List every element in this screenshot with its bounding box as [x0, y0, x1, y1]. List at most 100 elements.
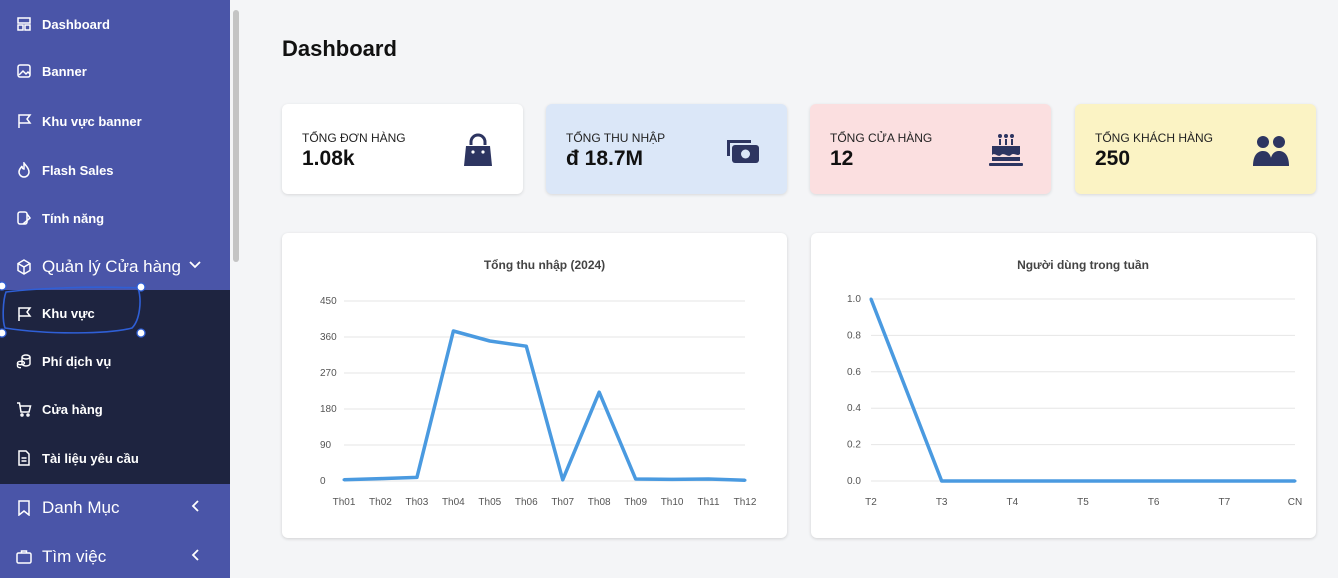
sidebar-item-banner-area[interactable]: Khu vực banner [0, 97, 230, 145]
data-point [597, 390, 601, 394]
sidebar-item-flash-sales[interactable]: Flash Sales [0, 146, 230, 194]
data-point [524, 344, 528, 348]
y-tick-label: 90 [320, 440, 332, 451]
sidebar-item-area[interactable]: Khu vực [0, 290, 230, 338]
y-tick-label: 0 [320, 476, 326, 487]
x-tick-label: Th10 [661, 497, 684, 508]
annotation-scribble [0, 281, 146, 338]
chevron-left-icon [190, 499, 202, 517]
data-point [743, 478, 747, 482]
data-point [634, 477, 638, 481]
sidebar-item-label: Phí dịch vụ [42, 354, 112, 369]
data-point [940, 479, 944, 483]
x-tick-label: T3 [936, 497, 948, 508]
data-point [342, 478, 346, 482]
data-point [1081, 479, 1085, 483]
sidebar-item-label: Khu vực [42, 306, 95, 321]
sidebar-scrollbar-thumb[interactable] [233, 10, 239, 262]
feature-icon [16, 210, 32, 226]
money-icon [723, 132, 761, 168]
sidebar-item-label: Tài liệu yêu cầu [42, 451, 139, 466]
y-tick-label: 0.8 [847, 330, 861, 341]
x-tick-label: Th04 [442, 497, 465, 508]
chevron-down-icon [188, 257, 202, 275]
document-icon [16, 450, 32, 466]
sidebar-item-required-documents[interactable]: Tài liệu yêu cầu [0, 434, 230, 482]
x-tick-label: Th03 [406, 497, 429, 508]
x-tick-label: CN [1288, 497, 1302, 508]
flag-icon [16, 306, 32, 322]
y-tick-label: 0.2 [847, 440, 861, 451]
weekly-users-chart: Người dùng trong tuần 0.0 0.2 0.4 0.6 0.8 1.0 T… [847, 258, 1302, 508]
sidebar-item-label: Dashboard [42, 17, 110, 32]
sidebar-item-label: Danh Mục [42, 498, 120, 517]
income-chart: Tổng thu nhập (2024) 0 90 180 270 360 450 Th01 T… [320, 258, 757, 508]
sidebar-item-label: Banner [42, 64, 87, 79]
data-point [415, 475, 419, 479]
sidebar-item-features[interactable]: Tính năng [0, 194, 230, 242]
weekly-users-chart-card: Người dùng trong tuần 0.0 0.2 0.4 0.6 0.8 1.0 T… [811, 233, 1316, 538]
stat-label: TỔNG THU NHẬP [566, 131, 666, 145]
data-point [378, 477, 382, 481]
sidebar-item-banner[interactable]: Banner [0, 47, 230, 95]
sidebar-item-label: Flash Sales [42, 163, 114, 178]
x-tick-label: Th09 [624, 497, 647, 508]
stat-card-stores: TỔNG CỬA HÀNG 12 [810, 104, 1051, 194]
x-tick-label: T6 [1148, 497, 1160, 508]
stat-value: đ 18.7M [566, 147, 644, 170]
stat-card-orders: TỔNG ĐƠN HÀNG 1.08k [282, 104, 523, 194]
chart-title: Tổng thu nhập (2024) [484, 258, 605, 272]
users-icon [1252, 132, 1290, 168]
page-title: Dashboard [282, 36, 397, 61]
briefcase-icon [16, 549, 32, 565]
layout-icon [16, 16, 32, 32]
x-tick-label: T5 [1077, 497, 1089, 508]
data-point [869, 297, 873, 301]
x-tick-label: Th11 [698, 497, 720, 508]
stat-label: TỔNG CỬA HÀNG [830, 131, 933, 145]
x-tick-label: Th12 [734, 497, 757, 508]
y-tick-label: 0.0 [847, 476, 861, 487]
x-tick-label: Th02 [369, 497, 392, 508]
box-icon [16, 259, 32, 275]
y-tick-label: 0.6 [847, 367, 861, 378]
data-point [1152, 479, 1156, 483]
x-tick-label: Th01 [333, 497, 356, 508]
data-point [451, 329, 455, 333]
sidebar-item-store[interactable]: Cửa hàng [0, 385, 230, 433]
x-tick-label: Th05 [478, 497, 501, 508]
chart-title: Người dùng trong tuần [1017, 258, 1149, 272]
data-point [488, 339, 492, 343]
income-chart-card: Tổng thu nhập (2024) 0 90 180 270 360 450 Th01 T… [282, 233, 787, 538]
stat-label: TỔNG KHÁCH HÀNG [1095, 131, 1214, 145]
stat-label: TỔNG ĐƠN HÀNG [302, 131, 406, 145]
sidebar-item-label: Quản lý Cửa hàng [42, 257, 181, 276]
cake-icon [987, 132, 1025, 168]
data-point [1010, 479, 1014, 483]
sidebar-item-dashboard[interactable]: Dashboard [0, 0, 230, 48]
stat-value: 12 [830, 147, 854, 170]
stat-value: 250 [1095, 147, 1131, 170]
y-tick-label: 0.4 [847, 403, 861, 414]
sidebar-item-store-management[interactable]: Quản lý Cửa hàng [0, 243, 230, 291]
x-tick-label: Th06 [515, 497, 538, 508]
x-tick-label: T7 [1218, 497, 1230, 508]
data-point [561, 478, 565, 482]
sidebar-item-label: Tính năng [42, 211, 105, 226]
data-point [1222, 479, 1226, 483]
sidebar-item-categories[interactable]: Danh Mục [0, 484, 230, 532]
sidebar-item-label: Khu vực banner [42, 114, 142, 129]
stat-value: 1.08k [302, 147, 355, 170]
users-series-line [869, 298, 1295, 483]
data-point [707, 477, 711, 481]
y-tick-label: 1.0 [847, 294, 861, 305]
submenu-panel [0, 290, 230, 484]
sidebar-item-service-fee[interactable]: Phí dịch vụ [0, 337, 230, 385]
y-tick-label: 360 [320, 332, 337, 343]
coins-icon [16, 353, 32, 369]
stat-card-customers: TỔNG KHÁCH HÀNG 250 [1075, 104, 1316, 194]
sidebar-item-job-search[interactable]: Tìm việc [0, 533, 230, 578]
bookmark-icon [16, 500, 32, 516]
x-tick-label: T4 [1006, 497, 1018, 508]
